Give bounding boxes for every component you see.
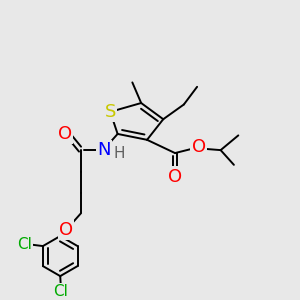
Text: O: O — [59, 220, 73, 238]
Text: O: O — [168, 168, 182, 186]
Text: O: O — [191, 138, 206, 156]
Text: Cl: Cl — [53, 284, 68, 299]
Text: H: H — [114, 146, 125, 160]
Text: N: N — [98, 141, 111, 159]
Text: S: S — [105, 103, 116, 121]
Text: Cl: Cl — [17, 237, 32, 252]
Text: O: O — [58, 125, 72, 143]
